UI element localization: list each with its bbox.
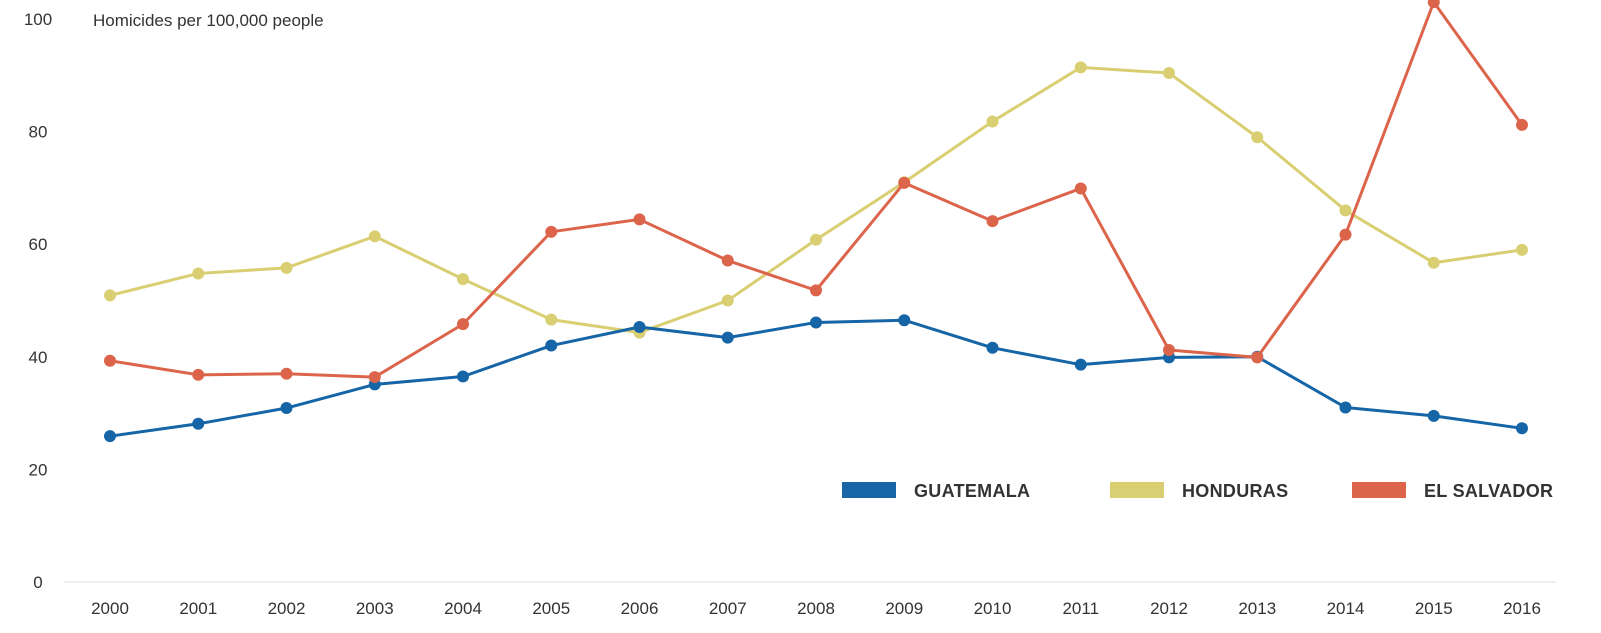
plot-area <box>104 0 1528 443</box>
data-point-el-salvador <box>721 254 734 267</box>
data-point-honduras <box>721 294 734 307</box>
x-tick-label: 2016 <box>1503 599 1541 618</box>
data-point-guatemala <box>1074 358 1087 371</box>
x-tick-label: 2000 <box>91 599 129 618</box>
x-tick-label: 2014 <box>1327 599 1365 618</box>
data-point-honduras <box>280 261 293 274</box>
data-point-el-salvador <box>1339 228 1352 241</box>
x-tick-label: 2012 <box>1150 599 1188 618</box>
data-point-honduras <box>986 115 999 128</box>
x-tick-label: 2004 <box>444 599 482 618</box>
legend: GUATEMALA HONDURAS EL SALVADOR <box>842 481 1553 501</box>
data-point-el-salvador <box>898 176 911 189</box>
x-tick-label: 2003 <box>356 599 394 618</box>
data-point-guatemala <box>104 430 116 443</box>
data-point-guatemala <box>810 316 822 329</box>
data-point-honduras <box>810 233 822 246</box>
x-tick-label: 2008 <box>797 599 835 618</box>
legend-item-el-salvador: EL SALVADOR <box>1352 481 1553 501</box>
data-point-guatemala <box>545 339 558 352</box>
data-point-guatemala <box>1516 422 1528 435</box>
x-tick-label: 2011 <box>1062 599 1099 618</box>
data-point-honduras <box>1251 131 1264 144</box>
legend-item-honduras: HONDURAS <box>1110 481 1288 501</box>
x-tick-label: 2010 <box>974 599 1012 618</box>
legend-item-guatemala: GUATEMALA <box>842 481 1030 501</box>
data-point-el-salvador <box>368 371 381 384</box>
data-point-el-salvador <box>1516 118 1528 131</box>
data-point-guatemala <box>1339 401 1352 414</box>
data-point-guatemala <box>457 370 469 383</box>
data-point-honduras <box>1427 256 1440 269</box>
series-honduras <box>104 61 1528 339</box>
data-point-el-salvador <box>1427 0 1440 9</box>
y-tick-label: 40 <box>29 348 48 367</box>
data-point-honduras <box>545 313 558 326</box>
y-axis: 0 20 40 60 80 100 <box>24 10 52 592</box>
data-point-guatemala <box>633 320 646 333</box>
y-tick-label: 0 <box>33 573 42 592</box>
x-tick-label: 2007 <box>709 599 747 618</box>
data-point-guatemala <box>280 402 293 415</box>
chart-subtitle: Homicides per 100,000 people <box>93 11 324 30</box>
data-point-el-salvador <box>1074 182 1087 195</box>
series-el-salvador <box>104 0 1528 384</box>
data-point-el-salvador <box>192 368 205 381</box>
data-point-honduras <box>1516 243 1528 256</box>
legend-label: GUATEMALA <box>914 481 1030 501</box>
legend-label: HONDURAS <box>1182 481 1288 501</box>
legend-swatch <box>1110 482 1164 498</box>
y-tick-label: 100 <box>24 10 52 29</box>
data-point-honduras <box>1339 204 1352 217</box>
y-tick-label: 80 <box>29 123 48 142</box>
data-point-honduras <box>104 289 116 302</box>
legend-swatch <box>842 482 896 498</box>
series-line-guatemala <box>108 318 1524 438</box>
x-tick-label: 2002 <box>268 599 306 618</box>
data-point-el-salvador <box>457 318 469 331</box>
x-tick-label: 2001 <box>179 599 217 618</box>
x-axis: 2000 2001 2002 2003 2004 2005 2006 2007 2008 2009… <box>91 599 1541 618</box>
data-point-el-salvador <box>104 354 116 367</box>
data-point-honduras <box>368 230 381 243</box>
x-tick-label: 2005 <box>532 599 570 618</box>
data-point-el-salvador <box>1163 344 1175 357</box>
data-point-guatemala <box>192 417 205 430</box>
series-guatemala <box>104 314 1528 443</box>
data-point-honduras <box>1163 67 1175 80</box>
data-point-guatemala <box>986 341 999 354</box>
legend-label: EL SALVADOR <box>1424 481 1553 501</box>
data-point-guatemala <box>898 314 911 327</box>
data-point-honduras <box>1074 61 1087 74</box>
data-point-guatemala <box>721 331 734 344</box>
y-tick-label: 20 <box>29 460 48 479</box>
y-tick-label: 60 <box>29 235 48 254</box>
data-point-honduras <box>192 267 205 280</box>
data-point-el-salvador <box>986 215 999 228</box>
data-point-el-salvador <box>1251 351 1264 364</box>
data-point-el-salvador <box>633 213 646 226</box>
legend-swatch <box>1352 482 1406 498</box>
data-point-el-salvador <box>810 284 822 297</box>
x-tick-label: 2015 <box>1415 599 1453 618</box>
x-tick-label: 2009 <box>885 599 923 618</box>
data-point-el-salvador <box>280 367 293 380</box>
x-tick-label: 2013 <box>1238 599 1276 618</box>
data-point-guatemala <box>1427 409 1440 422</box>
data-point-el-salvador <box>545 225 558 238</box>
x-tick-label: 2006 <box>621 599 659 618</box>
data-point-honduras <box>457 273 469 286</box>
